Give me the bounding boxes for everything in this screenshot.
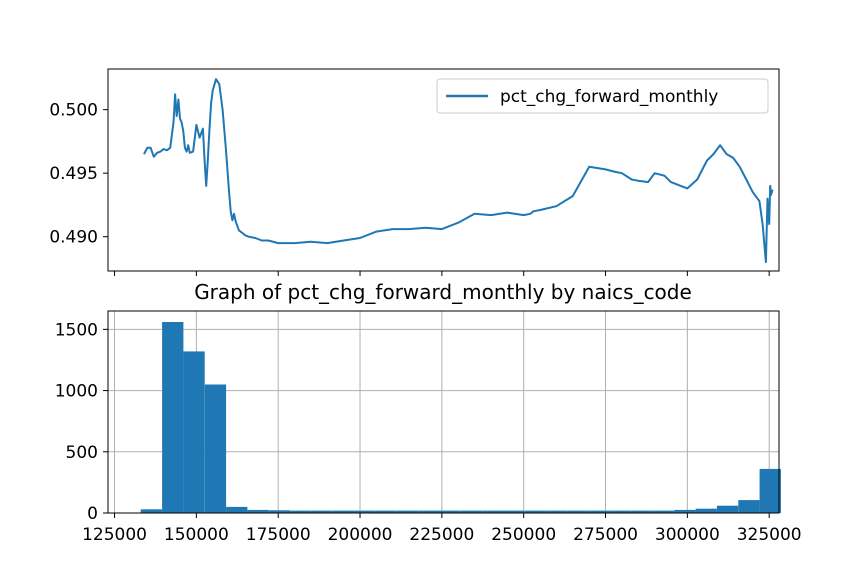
histogram-bar (418, 510, 440, 513)
histogram-bar (482, 510, 504, 513)
histogram-axes: Graph of pct_chg_forward_monthly by naic… (55, 280, 802, 545)
hist-x-tick-label: 200000 (328, 525, 393, 545)
line-plot-x-ticks (114, 271, 770, 276)
histogram-bar (354, 510, 376, 513)
hist-y-tick-label: 1000 (55, 382, 98, 402)
histogram-bar (290, 510, 312, 513)
histogram-bar (162, 322, 184, 513)
histogram-bar (332, 510, 355, 513)
histogram-bar (268, 510, 291, 513)
legend-box (436, 78, 769, 114)
histogram-bar (140, 509, 162, 513)
hist-x-tick-label: 250000 (491, 525, 556, 545)
legend-label: pct_chg_forward_monthly (500, 87, 718, 107)
histogram-bar (226, 506, 248, 513)
line-y-tick-label: 0.495 (49, 164, 98, 184)
histogram-bar (588, 510, 611, 513)
histogram-bar (695, 508, 717, 513)
histogram-bar (396, 510, 419, 513)
hist-x-tick-label: 300000 (655, 525, 720, 545)
line-plot-y-ticks: 0.490 0.495 0.500 (49, 101, 108, 248)
line-y-tick-label: 0.500 (49, 101, 98, 121)
histogram-bar (183, 351, 205, 513)
histogram-bar (204, 384, 227, 513)
histogram-bar (546, 510, 568, 513)
histogram-bar (503, 510, 525, 513)
histogram-y-ticks: 0 500 1000 1500 (55, 320, 108, 524)
histogram-bar (524, 510, 547, 513)
hist-x-tick-label: 150000 (164, 525, 229, 545)
histogram-bar (375, 510, 397, 513)
histogram-bar (738, 500, 760, 513)
histogram-bar (631, 510, 653, 513)
histogram-bar (759, 468, 781, 513)
hist-y-tick-label: 0 (87, 504, 98, 524)
line-plot-axes: 0.490 0.495 0.500 pct_chg_forward_monthly (49, 68, 780, 276)
histogram-bar (716, 505, 739, 513)
line-plot-area (143, 78, 774, 264)
hist-y-tick-label: 500 (66, 443, 98, 463)
line-y-tick-label: 0.490 (49, 228, 98, 248)
histogram-bar (247, 509, 269, 513)
histogram-bar (652, 510, 675, 513)
hist-x-tick-label: 225000 (409, 525, 474, 545)
series-line-pct_chg_forward_monthly (143, 78, 774, 264)
hist-x-tick-label: 175000 (246, 525, 311, 545)
histogram-bar (460, 510, 483, 513)
histogram-title: Graph of pct_chg_forward_monthly by naic… (194, 280, 692, 304)
histogram-bar (610, 510, 632, 513)
histogram-bar (674, 509, 696, 513)
legend: pct_chg_forward_monthly (436, 78, 769, 114)
line-plot-frame (107, 68, 780, 272)
histogram-frame (107, 310, 780, 514)
hist-x-tick-label: 275000 (573, 525, 638, 545)
hist-y-tick-label: 1500 (55, 320, 98, 340)
histogram-bars (140, 322, 781, 513)
hist-x-tick-label: 325000 (737, 525, 802, 545)
histogram-bar (439, 510, 461, 513)
hist-x-tick-label: 125000 (82, 525, 147, 545)
histogram-bar (567, 510, 589, 513)
histogram-x-ticks: 125000 150000 175000 200000 225000 250000 2750… (82, 513, 802, 545)
histogram-bar (311, 510, 333, 513)
